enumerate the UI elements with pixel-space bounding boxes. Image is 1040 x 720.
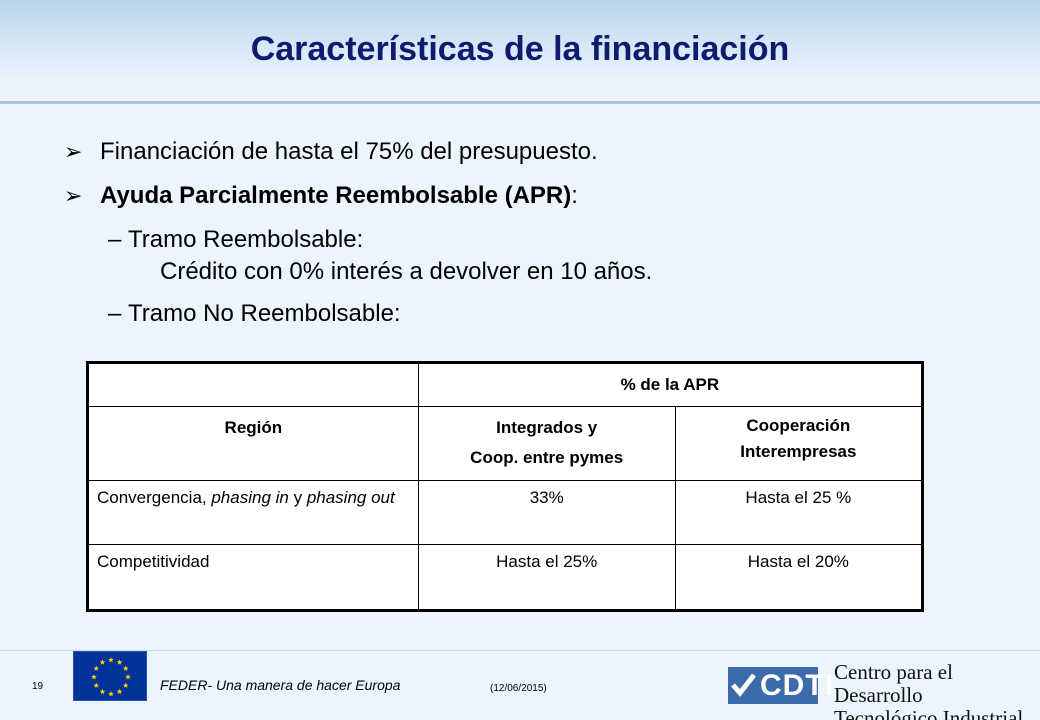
organization-name: Centro para el Desarrollo Tecnológico In… — [834, 661, 1040, 720]
eu-star-icon — [116, 688, 123, 695]
table-row: Convergencia, phasing in y phasing out 3… — [87, 480, 924, 545]
feder-tagline: FEDER- Una manera de hacer Europa — [160, 677, 401, 693]
table-cell-integrados: Hasta el 25% — [417, 544, 676, 611]
table-header-cooperacion: Cooperación Interempresas — [674, 406, 924, 481]
sub-item: – Tramo Reembolsable: — [108, 226, 363, 254]
region-text: Convergencia, — [97, 488, 212, 507]
header-line: Coop. entre pymes — [470, 448, 624, 467]
region-text: y — [288, 488, 307, 507]
cdti-logo — [728, 667, 818, 704]
eu-star-icon — [99, 688, 106, 695]
sub-item-label: Tramo Reembolsable: — [128, 226, 364, 253]
table-cell-region: Competitividad — [87, 544, 419, 611]
table-header-integrados: Integrados y Coop. entre pymes — [417, 406, 676, 481]
header-line: Integrados y — [496, 418, 598, 437]
eu-flag-logo — [73, 651, 147, 701]
dash-icon: – — [108, 300, 122, 327]
checkmark-icon — [731, 673, 756, 697]
arrow-bullet-icon: ➢ — [64, 183, 83, 208]
region-text-italic: phasing out — [306, 488, 395, 507]
eu-star-icon — [108, 691, 114, 697]
table-row: % de la APR — [87, 362, 924, 407]
footer-divider — [0, 650, 1040, 651]
table-cell-cooperacion: Hasta el 20% — [674, 544, 924, 611]
eu-star-icon — [91, 674, 97, 680]
bullet-text: Financiación de hasta el 75% del presupu… — [100, 138, 598, 165]
arrow-bullet-icon: ➢ — [64, 139, 83, 164]
table-cell-integrados: 33% — [417, 480, 676, 545]
region-text-italic: phasing in — [211, 488, 289, 507]
slide-title: Características de la financiación — [250, 30, 790, 68]
sub-item-detail: Crédito con 0% interés a devolver en 10 … — [160, 258, 653, 285]
bullet-suffix: : — [571, 182, 578, 209]
sub-item: – Tramo No Reembolsable: — [108, 300, 401, 328]
slide-date: (12/06/2015) — [490, 683, 547, 694]
bullet-item: ➢ Ayuda Parcialmente Reembolsable (APR): — [64, 182, 578, 210]
org-line: Centro para el Desarrollo — [834, 660, 953, 707]
table-group-header: % de la APR — [417, 362, 924, 407]
eu-star-icon — [93, 682, 100, 688]
table-row: Región Integrados y Coop. entre pymes Co… — [87, 406, 924, 481]
eu-star-icon — [122, 682, 129, 688]
table-cell-region: Convergencia, phasing in y phasing out — [87, 480, 419, 545]
cdti-logo-text: CDTI — [760, 669, 834, 702]
sub-item-label: Tramo No Reembolsable: — [128, 300, 401, 327]
table-header-region: Región — [87, 406, 419, 481]
eu-star-icon — [108, 657, 114, 663]
header-line: Interempresas — [740, 442, 857, 461]
eu-star-icon — [116, 659, 123, 665]
table-cell-cooperacion: Hasta el 25 % — [674, 480, 924, 545]
org-line: Tecnológico Industrial — [834, 706, 1024, 720]
dash-icon: – — [108, 226, 122, 253]
slide-header — [0, 0, 1040, 104]
eu-stars-icon — [91, 657, 131, 697]
table-cell-empty — [87, 362, 419, 407]
bullet-item: ➢ Financiación de hasta el 75% del presup… — [64, 138, 598, 166]
eu-star-icon — [93, 665, 100, 671]
apr-table: % de la APR Región Integrados y Coop. en… — [86, 361, 924, 612]
bullet-text-bold: Ayuda Parcialmente Reembolsable (APR) — [100, 182, 572, 209]
eu-star-icon — [99, 659, 106, 665]
header-line: Cooperación — [746, 416, 851, 435]
eu-star-icon — [125, 674, 131, 680]
eu-star-icon — [122, 665, 129, 671]
table-row: Competitividad Hasta el 25% Hasta el 20% — [87, 544, 924, 611]
page-number: 19 — [32, 681, 44, 692]
